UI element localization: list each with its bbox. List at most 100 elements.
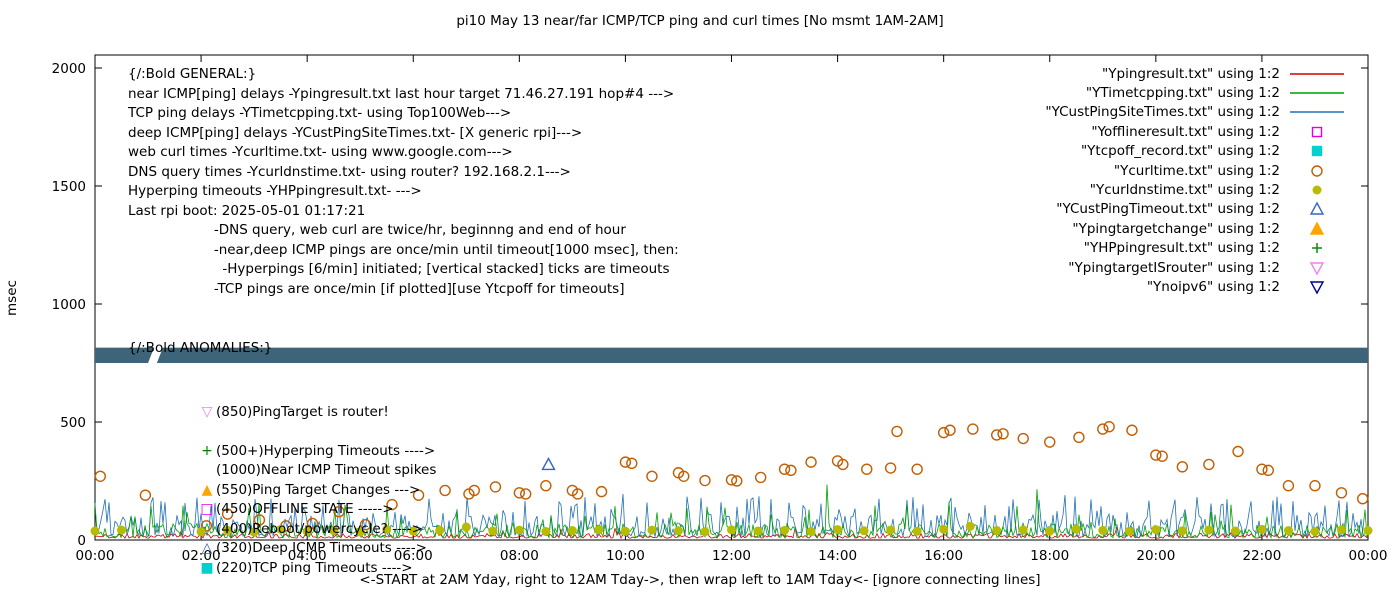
- circle-open-icon: [468, 484, 480, 497]
- x-tick-label: 10:00: [606, 548, 645, 564]
- circle-filled-icon: [435, 525, 445, 535]
- legend-label: "Ypingresult.txt" using 1:2: [1102, 65, 1280, 82]
- annotation-line: deep ICMP[ping] delays -YCustPingSiteTim…: [128, 124, 583, 141]
- circle-filled-icon: [1230, 526, 1240, 536]
- circle-open-icon: [139, 489, 152, 501]
- circle-filled-icon: [700, 527, 710, 537]
- x-tick-label: 02:00: [182, 548, 221, 564]
- legend-sample-icon: [1286, 260, 1348, 276]
- anomaly-text: (500+)Hyperping Timeouts ---->: [216, 442, 436, 459]
- legend-row: "Ypingtargetchange" using 1:2: [1045, 219, 1348, 238]
- circle-filled-icon: [514, 525, 524, 535]
- anomalies-list: ▽ (850)PingTarget is router! + (500+)Hyperp…: [198, 403, 436, 579]
- circle-filled-icon: [780, 525, 790, 535]
- x-axis-label: <-START at 2AM Yday, right to 12AM Tday-…: [359, 572, 1041, 588]
- anomaly-line: (1000)Near ICMP Timeout spikes: [198, 461, 436, 481]
- anomaly-marker-icon: +: [201, 442, 213, 459]
- circle-filled-icon: [408, 526, 418, 536]
- anomalies-annotations: {/:Bold ANOMALIES:} ▽ (850)PingTarget is …: [128, 300, 436, 600]
- anomaly-marker-icon: △: [201, 540, 213, 556]
- legend-label: "Yofflineresult.txt" using 1:2: [1091, 123, 1280, 140]
- tri-down-open-icon: [1309, 261, 1325, 276]
- y-tick-label: 1000: [52, 297, 86, 313]
- legend-row: "YTimetcpping.txt" using 1:2: [1045, 83, 1348, 102]
- legend-sample-icon: [1286, 279, 1348, 295]
- circle-filled-icon: [886, 525, 896, 535]
- circle-open-icon: [997, 428, 1009, 440]
- tri-up-open-icon: [541, 457, 556, 471]
- circle-open-icon: [754, 471, 767, 484]
- anomaly-text: (220)TCP ping Timeouts ---->: [216, 559, 413, 576]
- legend-label: "Ycurldnstime.txt" using 1:2: [1089, 182, 1280, 199]
- chart-title: pi10 May 13 near/far ICMP/TCP ping and c…: [456, 13, 944, 29]
- anomaly-text: (550)Ping Target Changes --->: [216, 481, 421, 498]
- legend-row: "YHPpingresult.txt" using 1:2: [1045, 239, 1348, 258]
- legend-label: "Ytcpoff_record.txt" using 1:2: [1080, 143, 1280, 160]
- circle-open-icon: [678, 470, 690, 482]
- anomaly-line: □ (450)OFFLINE STATE ----->: [198, 500, 436, 520]
- circle-open-icon: [1126, 424, 1138, 436]
- x-tick-label: 18:00: [1030, 548, 1069, 564]
- circle-filled-icon: [1177, 526, 1187, 536]
- circle-filled-icon: [727, 525, 736, 535]
- circle-open-icon: [884, 462, 897, 474]
- circle-open-icon: [1156, 450, 1168, 462]
- x-tick-label: 20:00: [1136, 548, 1175, 564]
- annotation-line: DNS query times -Ycurldnstime.txt- using…: [128, 163, 571, 180]
- circle-open-icon: [513, 487, 526, 499]
- anomaly-line: [198, 422, 436, 442]
- circle-open-icon: [911, 463, 923, 475]
- circle-filled-icon: [302, 527, 312, 537]
- circle-filled-icon: [1151, 525, 1161, 535]
- legend-sample-icon: [1286, 104, 1348, 120]
- circle-open-icon: [306, 517, 319, 530]
- circle-filled-icon: [965, 521, 975, 531]
- circle-open-icon: [1232, 445, 1244, 458]
- anomaly-line: (400)Reboot/powercycle? ---->: [198, 520, 436, 540]
- circle-open-icon: [1150, 449, 1162, 461]
- tri-up-open-icon: [1309, 201, 1325, 216]
- circle-open-icon: [967, 423, 979, 435]
- legend-label: "Ycurltime.txt" using 1:2: [1113, 162, 1280, 179]
- anomaly-text: (320)Deep ICMP Timeouts ---->: [216, 540, 427, 556]
- circle-open-icon: [837, 458, 849, 471]
- circle-filled-icon: [196, 527, 206, 537]
- circle-open-icon: [991, 429, 1003, 441]
- circle-filled-icon: [117, 525, 127, 535]
- circle-filled-icon: [355, 527, 365, 537]
- circle-filled-icon: [1045, 526, 1055, 536]
- anomaly-marker-icon: ▽: [201, 403, 213, 420]
- circle-open-icon: [1311, 164, 1323, 177]
- circle-filled-icon: [488, 526, 498, 536]
- band-break: [148, 347, 163, 363]
- circle-filled-icon: [753, 526, 763, 536]
- annotation-line: near ICMP[ping] delays -Ypingresult.txt …: [128, 85, 675, 102]
- annotation-line: TCP ping delays -YTimetcpping.txt- using…: [128, 105, 512, 121]
- circle-open-icon: [489, 481, 502, 493]
- circle-open-icon: [891, 425, 903, 438]
- y-tick-label: 2000: [52, 61, 86, 77]
- square-filled-icon: [1311, 146, 1323, 157]
- circle-open-icon: [519, 488, 532, 500]
- circle-open-icon: [1335, 487, 1348, 499]
- annotation-line: {/:Bold GENERAL:}: [128, 66, 257, 82]
- circle-open-icon: [412, 489, 425, 501]
- circle-filled-icon: [939, 524, 949, 534]
- circle-filled-icon: [382, 525, 392, 535]
- circle-filled-icon: [1363, 526, 1373, 536]
- legend-row: "Ycurldnstime.txt" using 1:2: [1045, 180, 1348, 199]
- legend-sample-icon: [1286, 240, 1348, 256]
- circle-filled-icon: [833, 525, 843, 535]
- circle-open-icon: [1097, 423, 1109, 435]
- x-tick-label: 14:00: [818, 548, 857, 564]
- circle-filled-icon: [329, 526, 339, 536]
- circle-filled-icon: [1071, 524, 1081, 534]
- circle-open-icon: [1073, 431, 1085, 444]
- legend-sample-icon: [1286, 143, 1348, 159]
- legend-sample-icon: [1286, 221, 1348, 237]
- x-tick-label: 08:00: [500, 548, 539, 564]
- x-tick-label: 16:00: [924, 548, 963, 564]
- annotation-line: -TCP pings are once/min [if plotted][use…: [128, 280, 625, 297]
- square-open-icon: [1311, 126, 1323, 138]
